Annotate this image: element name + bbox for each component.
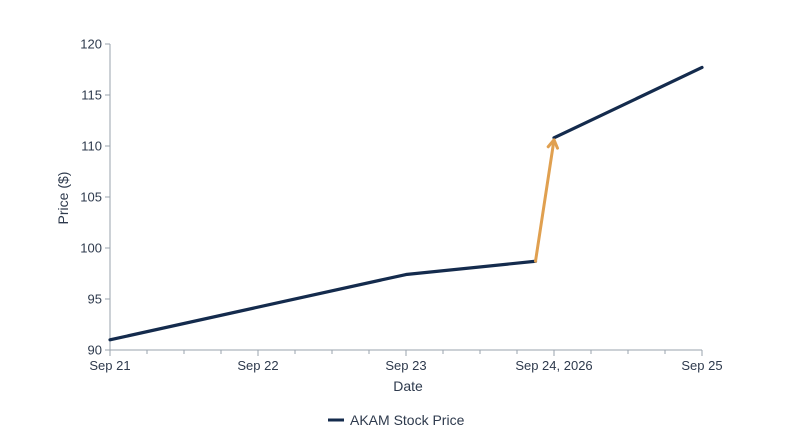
y-tick-label: 105 <box>80 190 102 205</box>
tick-labels: 90 95 100 105 110 115 120 Sep 21 Sep 22 Sep 23 Sep… <box>80 37 722 374</box>
series-line-1 <box>108 259 538 342</box>
y-tick-label: 120 <box>80 37 102 52</box>
axes <box>109 44 702 351</box>
legend-label-akam: AKAM Stock Price <box>350 412 465 428</box>
x-tick-label: Sep 22 <box>237 358 278 373</box>
y-tick-label: 115 <box>81 88 102 103</box>
annotations <box>534 138 559 263</box>
series-lines <box>108 65 704 342</box>
x-tick-label: Sep 21 <box>89 358 130 373</box>
legend: AKAM Stock Price <box>328 412 465 428</box>
x-tick-label: Sep 23 <box>385 358 426 373</box>
annotation-arrow-head <box>546 138 559 150</box>
x-tick-label: Sep 24, 2026 <box>515 358 592 373</box>
x-tick-label: Sep 25 <box>681 358 722 373</box>
y-tick-label: 100 <box>80 241 102 256</box>
y-axis-title: Price ($) <box>55 172 71 225</box>
x-axis-title: Date <box>393 378 423 394</box>
y-tick-label: 95 <box>88 292 102 307</box>
series-line-2 <box>552 65 704 140</box>
y-tick-label: 90 <box>88 343 102 358</box>
annotation-arrow-shaft <box>534 138 556 263</box>
y-tick-label: 110 <box>81 139 102 154</box>
tick-marks <box>105 43 703 356</box>
